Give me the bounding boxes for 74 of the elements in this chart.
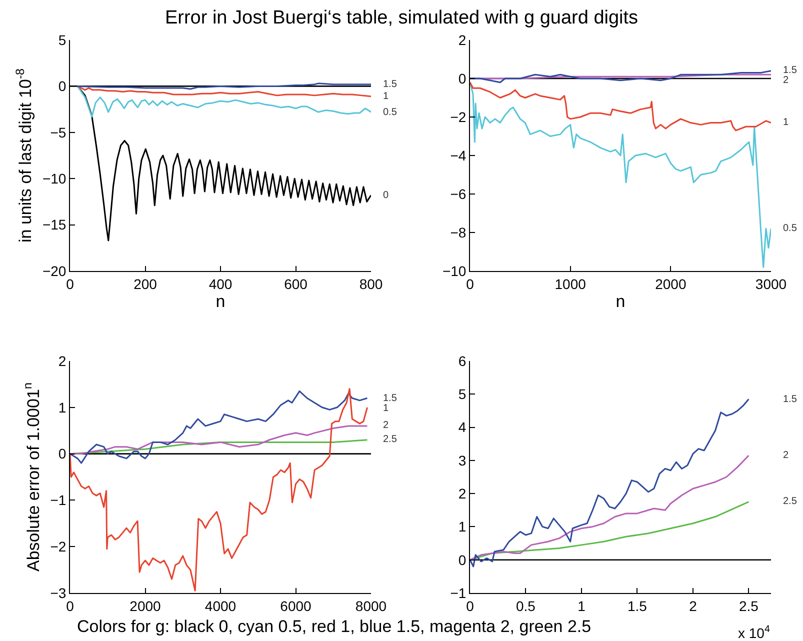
y-tick-label: −8 (450, 224, 466, 240)
x-tick-label: 8000 (355, 598, 387, 614)
y-tick-label: −3 (50, 584, 66, 601)
y-tick-label: −2 (50, 538, 66, 554)
x-tick-label: 2000 (655, 276, 686, 292)
x-tick-label: 2000 (130, 598, 162, 614)
series-label: 0.5 (383, 107, 398, 118)
series-label: 0.5 (783, 223, 798, 234)
y-tick-label: −15 (42, 216, 66, 233)
y-tick-label: 0 (458, 70, 466, 86)
chart-title: Error in Jost Buergi‘s table, simulated with g guard digits (164, 8, 638, 29)
line-series (470, 398, 750, 568)
line-series (70, 425, 368, 455)
x-tick-label: 2.5 (738, 598, 759, 614)
text: 2.5 (783, 496, 798, 507)
series-label: 1 (383, 403, 389, 414)
y-tick-label: 3 (458, 452, 466, 468)
y-tick-label: −10 (42, 170, 66, 186)
series-label: 1 (783, 117, 789, 128)
series-label: 1 (383, 91, 389, 102)
series-label: 1.5 (383, 79, 398, 90)
line-series (70, 388, 368, 592)
line-series (470, 82, 771, 268)
x-tick-label: 400 (208, 276, 232, 292)
y-tick-label: −5 (50, 124, 66, 140)
x-tick-label: 800 (359, 276, 383, 292)
y-tick-label: 2 (458, 32, 466, 48)
y-tick-label: 2 (458, 485, 466, 502)
series-label: 1.5 (383, 393, 398, 404)
y-tick-label: −10 (442, 262, 466, 279)
y-tick-label: −1 (450, 584, 466, 601)
y-tick-label: −6 (450, 186, 466, 202)
series-label: 0 (383, 190, 389, 201)
y-tick-label: −4 (450, 147, 466, 164)
y-tick-label: 0 (58, 446, 66, 462)
text: Colors for g: black 0, cyan 0.5, red 1, blue 1.5, magenta 2, green 2.5 (77, 617, 592, 636)
y-tick-label: −2 (450, 108, 466, 125)
line-series (76, 85, 371, 118)
y-tick-label: 5 (58, 32, 66, 48)
y-tick-label: 1 (458, 518, 466, 535)
line-series (470, 454, 750, 561)
y-tick-label: 5 (458, 386, 466, 402)
x-tick-label: 6000 (280, 598, 312, 614)
x-tick-label: 200 (134, 276, 158, 292)
series-label: 2 (383, 420, 389, 431)
y-tick-label: 0 (458, 552, 466, 568)
x-tick-label: 3000 (755, 276, 787, 292)
text: x 10$^{4}$ (738, 624, 770, 641)
y-tick-label: 1 (58, 399, 66, 416)
y-tick-label: 0 (58, 78, 66, 94)
line-series (470, 70, 771, 84)
y-tick-label: 2 (58, 352, 66, 369)
y-tick-label: 4 (458, 419, 466, 436)
x-axis-title: n (616, 292, 626, 312)
x-tick-label: 4000 (204, 598, 236, 614)
series-label: 2 (783, 75, 789, 86)
text: 2 (783, 450, 789, 461)
series-label: 2.5 (383, 434, 398, 445)
text: 1.5 (783, 394, 798, 405)
x-tick-label: 600 (284, 276, 308, 292)
x-tick-label: 2 (689, 598, 698, 614)
series-label: 1.5 (783, 65, 798, 76)
y-tick-label: 6 (458, 352, 466, 369)
x-axis-title: n (216, 292, 226, 312)
x-tick-label: 1 (578, 598, 586, 614)
line-series (76, 85, 371, 98)
y-tick-label: −1 (50, 492, 66, 508)
y-tick-label: −20 (42, 262, 66, 279)
line-series (470, 501, 750, 561)
x-tick-label: 1.5 (627, 598, 648, 614)
line-series (470, 82, 771, 132)
line-series (70, 390, 368, 464)
x-tick-label: 0.5 (516, 598, 536, 614)
x-tick-label: 1000 (554, 276, 586, 292)
